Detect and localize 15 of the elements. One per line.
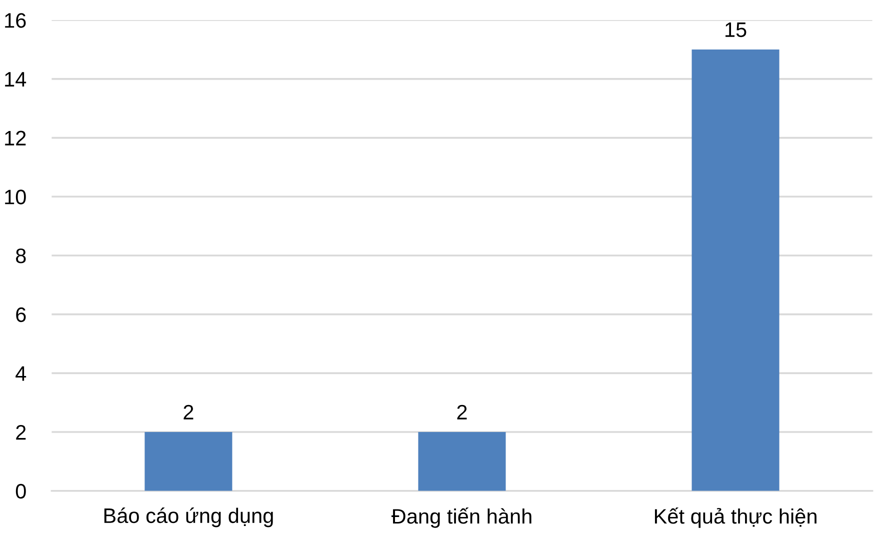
y-tick-label: 2 — [16, 425, 26, 440]
y-tick-label: 14 — [5, 72, 26, 86]
data-label: 15 — [726, 22, 746, 38]
data-label: 2 — [184, 404, 194, 420]
y-tick-label: 10 — [5, 190, 26, 204]
data-label: 2 — [457, 404, 467, 420]
y-tick-label: 0 — [16, 484, 26, 499]
y-tick-label: 12 — [5, 130, 26, 146]
x-tick-label: Kết quả thực hiện — [654, 508, 816, 528]
y-tick-label: 16 — [5, 13, 26, 28]
x-tick-label: Báo cáo ứng dụng — [104, 508, 273, 528]
y-tick-label: 4 — [16, 366, 26, 381]
x-tick-label: Đang tiến hành — [391, 508, 532, 528]
y-tick-label: 6 — [16, 307, 26, 322]
y-tick-label: 8 — [16, 248, 26, 264]
